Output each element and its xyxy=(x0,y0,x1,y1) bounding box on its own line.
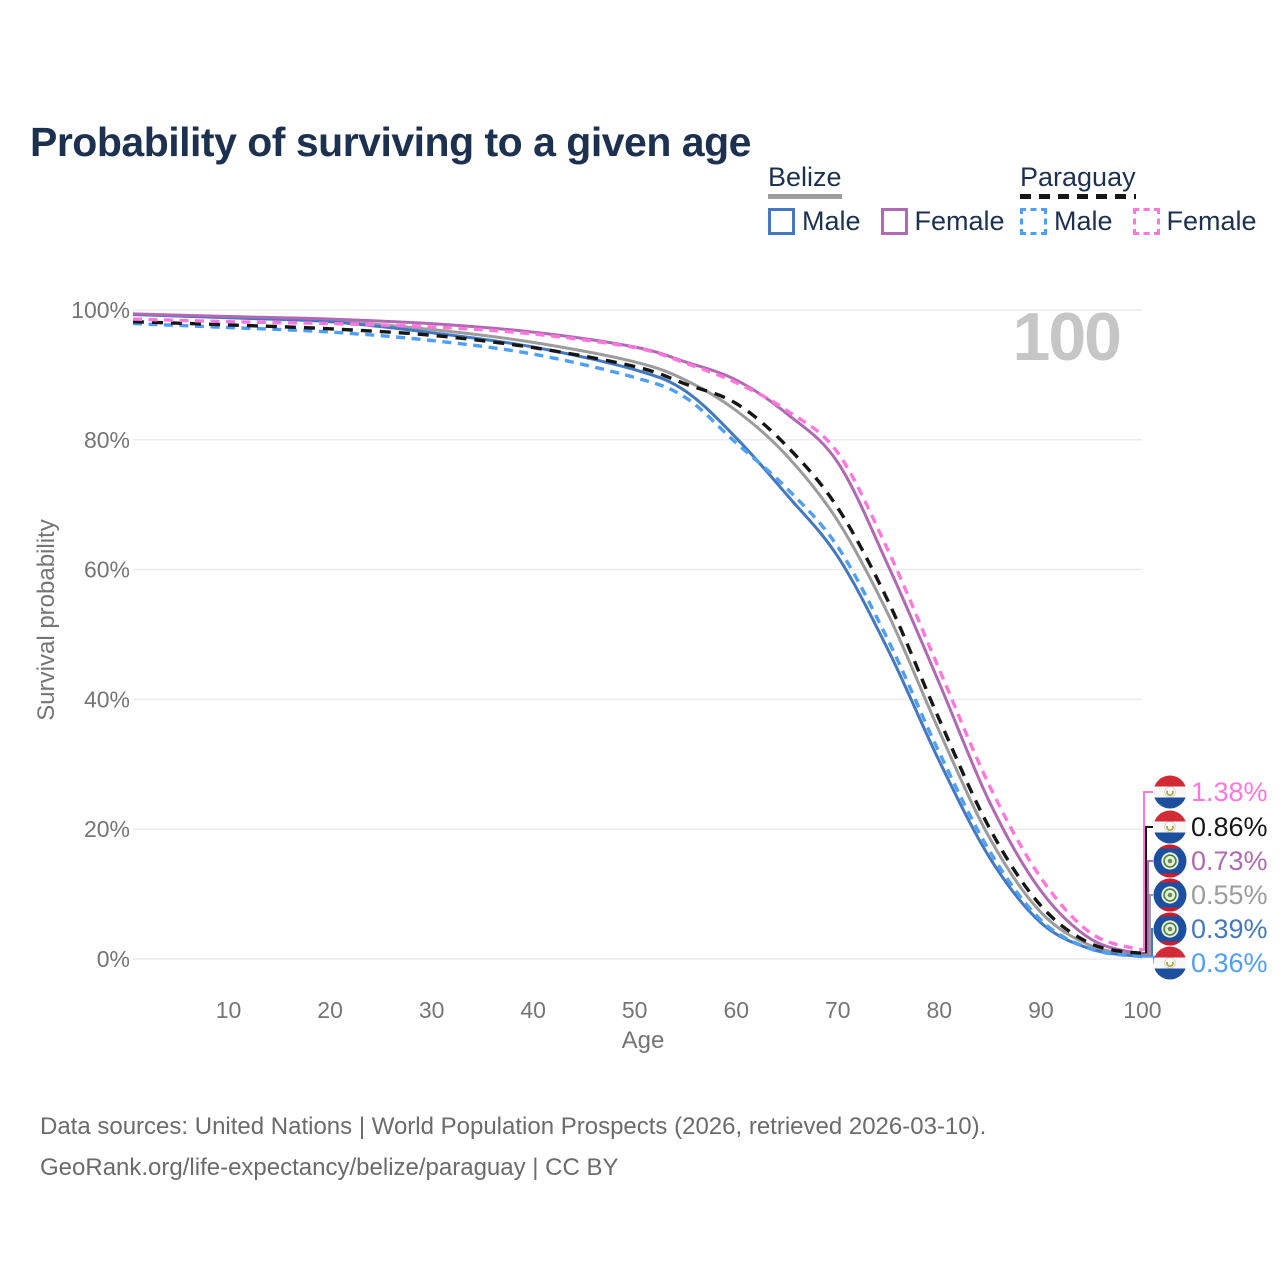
legend-group-belize: Belize Male Female xyxy=(768,162,1005,237)
x-tick-label-50: 50 xyxy=(622,997,648,1023)
footer-url-line: GeoRank.org/life-expectancy/belize/parag… xyxy=(40,1154,619,1181)
flag-paraguay-icon xyxy=(1153,946,1187,980)
x-tick-label-70: 70 xyxy=(825,997,851,1023)
legend-item-belize-female[interactable]: Female xyxy=(880,206,1005,237)
curve-belize-female xyxy=(132,312,1143,956)
curve-paraguay-both xyxy=(132,320,1143,956)
legend-swatch-belize-female xyxy=(880,208,908,235)
end-label-paraguay-female: 1.38% xyxy=(1153,775,1268,809)
curve-paraguay-female xyxy=(132,317,1143,952)
x-tick-label-80: 80 xyxy=(927,997,953,1023)
leader-line-paraguay-female xyxy=(1142,791,1153,951)
x-tick-label-10: 10 xyxy=(216,997,242,1023)
footer-source-line: Data sources: United Nations | World Pop… xyxy=(40,1113,987,1140)
y-tick-label-100: 100% xyxy=(71,297,130,323)
x-tick-label-40: 40 xyxy=(520,997,546,1023)
flag-belize-icon xyxy=(1153,844,1187,878)
flag-belize-icon xyxy=(1153,878,1187,912)
end-label-belize-both: 0.55% xyxy=(1153,878,1268,912)
end-label-paraguay-both: 0.86% xyxy=(1153,810,1268,844)
x-axis-title: Age xyxy=(622,1027,665,1054)
leader-line-belize-both xyxy=(1142,894,1153,957)
end-label-value-paraguay-female: 1.38% xyxy=(1191,777,1268,807)
flag-paraguay-icon xyxy=(1153,775,1187,809)
legend-country-header: Belize xyxy=(768,162,842,199)
legend-item-paraguay-male[interactable]: Male xyxy=(1020,206,1113,237)
legend-item-label: Female xyxy=(1166,206,1257,236)
legend-country-label: Belize xyxy=(768,162,842,192)
legend-items-row: Male Female xyxy=(768,206,1005,237)
end-label-paraguay-male: 0.36% xyxy=(1153,946,1268,980)
end-label-value-belize-male: 0.39% xyxy=(1191,914,1268,944)
y-tick-label-20: 20% xyxy=(84,816,130,842)
flag-paraguay-icon xyxy=(1153,810,1187,844)
footer: Data sources: United Nations | World Pop… xyxy=(40,1106,986,1188)
end-label-belize-female: 0.73% xyxy=(1153,844,1268,878)
x-tick-label-30: 30 xyxy=(419,997,445,1023)
leader-line-paraguay-male xyxy=(1142,955,1155,964)
legend-swatch-belize-male xyxy=(768,208,795,235)
legend-country-label: Paraguay xyxy=(1020,162,1136,192)
x-tick-label-100: 100 xyxy=(1123,997,1161,1023)
y-tick-label-80: 80% xyxy=(84,427,130,453)
leader-line-belize-female xyxy=(1142,860,1153,956)
legend-items-row: Male Female xyxy=(1020,206,1257,237)
y-tick-label-60: 60% xyxy=(84,557,130,583)
x-tick-label-20: 20 xyxy=(317,997,343,1023)
y-axis-title: Survival probability xyxy=(33,519,60,720)
flag-belize-icon xyxy=(1153,912,1187,946)
end-label-belize-male: 0.39% xyxy=(1153,912,1268,946)
x-tick-label-60: 60 xyxy=(723,997,749,1023)
legend-country-linestyle-swatch xyxy=(1020,194,1136,199)
age-counter-watermark: 100 xyxy=(1012,299,1122,375)
legend-item-label: Male xyxy=(802,206,861,236)
curve-belize-male xyxy=(132,313,1143,958)
legend-swatch-paraguay-female xyxy=(1132,208,1160,235)
y-tick-label-40: 40% xyxy=(84,686,130,712)
legend-swatch-paraguay-male xyxy=(1020,208,1047,235)
legend-group-paraguay: Paraguay Male Female xyxy=(1020,162,1257,237)
legend-item-paraguay-female[interactable]: Female xyxy=(1132,206,1257,237)
x-tick-label-90: 90 xyxy=(1028,997,1054,1023)
curve-paraguay-male xyxy=(132,321,1143,959)
legend-country-header: Paraguay xyxy=(1020,162,1136,199)
legend-item-belize-male[interactable]: Male xyxy=(768,206,861,237)
legend-item-label: Male xyxy=(1054,206,1113,236)
legend-item-label: Female xyxy=(914,206,1005,236)
end-label-value-belize-female: 0.73% xyxy=(1191,846,1268,876)
y-tick-label-0: 0% xyxy=(97,946,130,972)
end-label-value-paraguay-male: 0.36% xyxy=(1191,948,1268,978)
page-title: Probability of surviving to a given age xyxy=(30,119,751,166)
legend-country-linestyle-swatch xyxy=(768,194,842,199)
end-label-value-belize-both: 0.55% xyxy=(1191,880,1268,910)
end-label-value-paraguay-both: 0.86% xyxy=(1191,812,1268,842)
